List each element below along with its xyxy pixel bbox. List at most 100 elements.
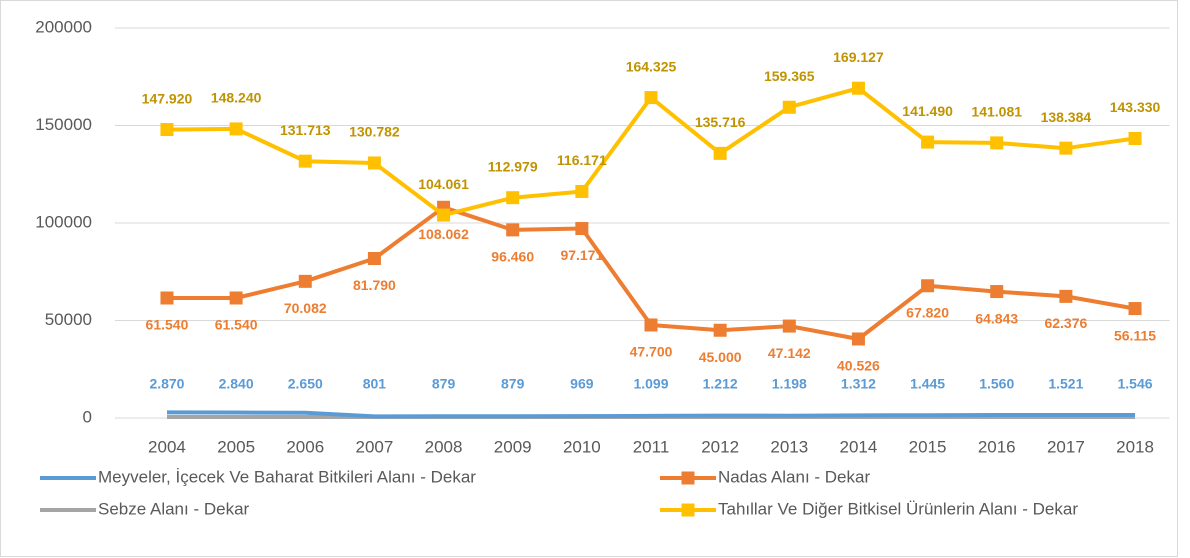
data-label: 64.843 bbox=[975, 310, 1018, 326]
x-tick-label: 2007 bbox=[355, 437, 393, 456]
data-label: 104.061 bbox=[418, 176, 469, 192]
data-label: 56.115 bbox=[1114, 327, 1156, 343]
x-tick-label: 2015 bbox=[909, 437, 947, 456]
marker bbox=[990, 136, 1004, 150]
marker bbox=[367, 252, 381, 266]
data-label: 2.870 bbox=[149, 376, 184, 392]
data-label: 969 bbox=[570, 376, 594, 392]
data-label: 108.062 bbox=[418, 226, 469, 242]
data-label: 81.790 bbox=[353, 277, 396, 293]
data-label: 1.198 bbox=[772, 376, 807, 392]
marker bbox=[160, 123, 174, 137]
y-tick-label: 0 bbox=[83, 407, 92, 426]
data-label: 1.312 bbox=[841, 376, 876, 392]
data-label: 1.560 bbox=[979, 376, 1014, 392]
marker bbox=[229, 122, 243, 136]
marker bbox=[506, 191, 520, 205]
data-label: 135.716 bbox=[695, 114, 746, 130]
x-tick-label: 2005 bbox=[217, 437, 255, 456]
x-tick-label: 2009 bbox=[494, 437, 532, 456]
data-label: 143.330 bbox=[1110, 99, 1161, 115]
marker bbox=[782, 319, 796, 333]
data-label: 141.081 bbox=[971, 104, 1022, 120]
marker bbox=[437, 208, 451, 222]
marker bbox=[644, 91, 658, 105]
x-tick-label: 2011 bbox=[633, 437, 670, 456]
marker bbox=[851, 332, 865, 346]
legend-label: Meyveler, İçecek Ve Baharat Bitkileri Al… bbox=[98, 467, 476, 486]
marker bbox=[713, 323, 727, 337]
legend-marker bbox=[681, 503, 695, 517]
y-tick-label: 100000 bbox=[35, 212, 92, 231]
data-label: 879 bbox=[432, 376, 456, 392]
data-label: 61.540 bbox=[146, 317, 189, 333]
x-tick-label: 2014 bbox=[840, 437, 878, 456]
marker bbox=[229, 291, 243, 305]
data-label: 70.082 bbox=[284, 300, 327, 316]
marker bbox=[1128, 132, 1142, 146]
marker bbox=[1059, 289, 1073, 303]
x-tick-label: 2006 bbox=[286, 437, 324, 456]
legend-label: Nadas Alanı - Dekar bbox=[718, 467, 870, 486]
marker bbox=[713, 146, 727, 160]
data-label: 801 bbox=[363, 376, 387, 392]
x-tick-label: 2012 bbox=[701, 437, 739, 456]
marker bbox=[160, 291, 174, 305]
data-label: 47.700 bbox=[630, 344, 673, 360]
data-label: 169.127 bbox=[833, 49, 884, 65]
marker bbox=[575, 222, 589, 236]
data-label: 1.521 bbox=[1048, 376, 1083, 392]
y-tick-label: 150000 bbox=[35, 115, 92, 134]
data-label: 1.212 bbox=[703, 376, 738, 392]
data-label: 159.365 bbox=[764, 68, 815, 84]
data-label: 40.526 bbox=[837, 358, 880, 374]
x-tick-label: 2004 bbox=[148, 437, 186, 456]
data-label: 138.384 bbox=[1041, 109, 1092, 125]
x-tick-label: 2008 bbox=[425, 437, 463, 456]
marker bbox=[367, 156, 381, 170]
data-label: 116.171 bbox=[557, 152, 607, 168]
x-tick-label: 2017 bbox=[1047, 437, 1085, 456]
y-tick-label: 200000 bbox=[35, 17, 92, 36]
x-tick-label: 2018 bbox=[1116, 437, 1154, 456]
marker bbox=[298, 154, 312, 168]
legend-marker bbox=[681, 471, 695, 485]
data-label: 97.171 bbox=[560, 247, 603, 263]
marker bbox=[921, 279, 935, 293]
marker bbox=[851, 81, 865, 95]
data-label: 879 bbox=[501, 376, 525, 392]
data-label: 130.782 bbox=[349, 124, 400, 140]
data-label: 62.376 bbox=[1044, 315, 1087, 331]
x-tick-label: 2013 bbox=[770, 437, 808, 456]
data-label: 1.099 bbox=[633, 376, 668, 392]
marker bbox=[298, 274, 312, 288]
data-label: 2.840 bbox=[219, 376, 254, 392]
data-label: 67.820 bbox=[906, 304, 949, 320]
data-label: 131.713 bbox=[280, 122, 331, 138]
marker bbox=[921, 135, 935, 149]
marker bbox=[575, 184, 589, 198]
y-tick-label: 50000 bbox=[45, 310, 92, 329]
x-tick-label: 2010 bbox=[563, 437, 601, 456]
data-label: 96.460 bbox=[491, 249, 534, 265]
series-line bbox=[166, 410, 1135, 419]
data-label: 1.445 bbox=[910, 376, 945, 392]
data-label: 61.540 bbox=[215, 317, 258, 333]
marker bbox=[782, 100, 796, 114]
legend-label: Tahıllar Ve Diğer Bitkisel Ürünlerin Ala… bbox=[718, 499, 1078, 518]
data-label: 45.000 bbox=[699, 349, 742, 365]
marker bbox=[990, 285, 1004, 299]
data-label: 164.325 bbox=[626, 58, 677, 74]
data-label: 148.240 bbox=[211, 90, 262, 106]
data-label: 2.650 bbox=[288, 376, 323, 392]
data-label: 47.142 bbox=[768, 345, 811, 361]
legend-label: Sebze Alanı - Dekar bbox=[98, 499, 250, 518]
data-label: 1.546 bbox=[1118, 376, 1153, 392]
data-label: 147.920 bbox=[142, 90, 193, 106]
marker bbox=[644, 318, 658, 332]
data-label: 141.490 bbox=[902, 103, 953, 119]
marker bbox=[1059, 141, 1073, 155]
data-label: 112.979 bbox=[488, 158, 538, 174]
